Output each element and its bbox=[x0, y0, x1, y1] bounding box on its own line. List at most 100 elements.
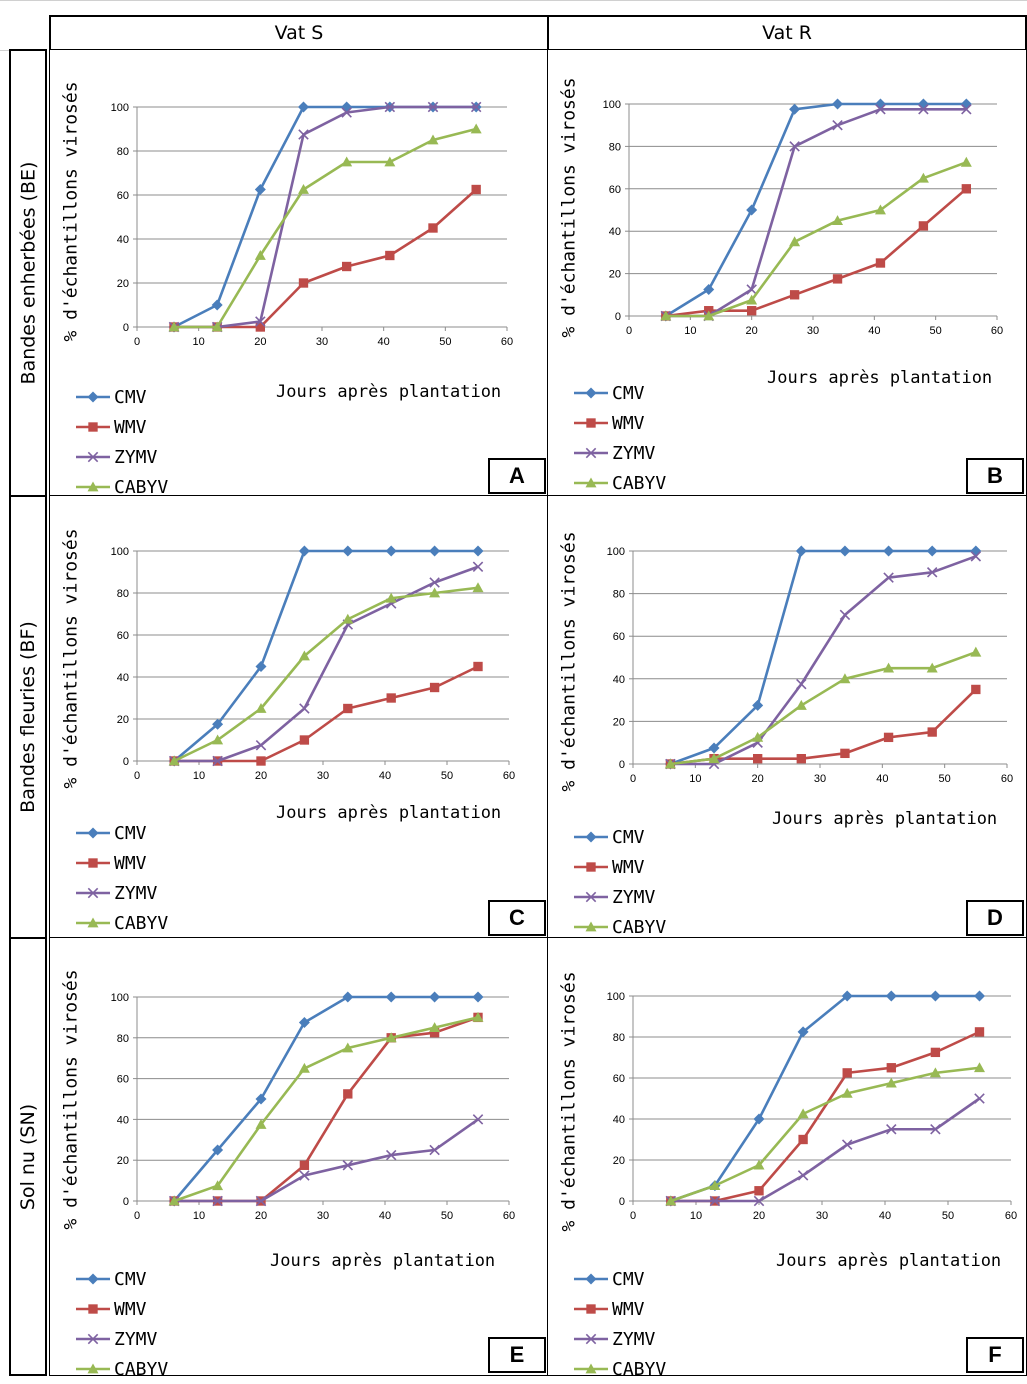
cmv-point bbox=[212, 718, 224, 730]
x-axis-label: Jours après plantation bbox=[270, 1251, 496, 1271]
y-tick-label: 80 bbox=[609, 141, 621, 153]
legend-label: CABYV bbox=[612, 1358, 667, 1380]
y-tick-label: 0 bbox=[619, 759, 625, 771]
zymv-point bbox=[470, 101, 482, 113]
zymv-point bbox=[926, 567, 938, 578]
cmv-point bbox=[298, 545, 310, 557]
column-header-label: Vat R bbox=[762, 22, 812, 44]
wmv-point bbox=[930, 1047, 941, 1058]
wmv-point bbox=[429, 1028, 440, 1038]
zymv-point bbox=[585, 891, 597, 903]
y-tick-label: 20 bbox=[117, 278, 129, 290]
zymv-point bbox=[789, 141, 800, 152]
cabyv-point bbox=[429, 1022, 441, 1032]
y-axis-label: % d'échantillons virosés bbox=[552, 526, 586, 796]
x-tick-label: 40 bbox=[879, 1210, 891, 1222]
cabyv-point bbox=[168, 755, 180, 766]
cabyv-point bbox=[926, 662, 938, 673]
cmv-point bbox=[254, 184, 266, 195]
y-axis-label-text: % d'échantillons virosés bbox=[60, 527, 82, 789]
zymv-point bbox=[753, 1195, 765, 1207]
legend-label: WMV bbox=[612, 412, 645, 434]
legend-item-cmv: CMV bbox=[572, 378, 666, 408]
cabyv-point bbox=[472, 582, 484, 593]
wmv-point bbox=[918, 221, 929, 231]
wmv-point bbox=[961, 184, 972, 194]
zymv-point bbox=[429, 577, 440, 588]
x-axis-label: Jours après plantation bbox=[276, 382, 502, 402]
cabyv-point bbox=[212, 734, 224, 745]
legend-swatch bbox=[76, 451, 110, 463]
chart-panel-a: 0 20 40 60 80 100 0 10 20 30 40 50 60 % d'échantillon… bbox=[49, 49, 549, 498]
y-tick-label: 40 bbox=[117, 1114, 129, 1126]
series-line bbox=[665, 161, 967, 318]
cabyv-point bbox=[708, 753, 720, 764]
legend-swatch bbox=[76, 422, 110, 432]
cabyv-point bbox=[211, 321, 223, 332]
cabyv-point bbox=[660, 310, 672, 321]
zymv-point bbox=[384, 101, 396, 113]
wmv-point bbox=[298, 278, 309, 288]
y-axis-label-text: % d'échantillons virosés bbox=[558, 971, 580, 1232]
wmv-point bbox=[586, 418, 596, 428]
y-axis-label-text: % d'échantillons virosés bbox=[60, 80, 82, 342]
panel-letter: D bbox=[966, 900, 1024, 936]
legend-item-cabyv: CABYV bbox=[74, 1354, 168, 1384]
cabyv-point bbox=[298, 1062, 310, 1073]
x-tick-label: 30 bbox=[316, 336, 328, 348]
cmv-point bbox=[832, 98, 844, 110]
legend-item-wmv: WMV bbox=[572, 1294, 666, 1324]
cmv-point bbox=[752, 699, 764, 711]
y-tick-label: 40 bbox=[613, 674, 625, 686]
series-line bbox=[670, 1066, 980, 1203]
x-tick-label: 20 bbox=[752, 773, 764, 785]
series-line bbox=[665, 107, 967, 318]
y-axis-label: % d'échantillons virosés bbox=[54, 969, 88, 1229]
cabyv-point bbox=[429, 587, 441, 598]
cmv-point bbox=[298, 101, 309, 113]
cabyv-point bbox=[298, 184, 309, 194]
y-tick-label: 0 bbox=[123, 756, 129, 768]
legend-swatch bbox=[574, 1304, 608, 1314]
series-cabyv bbox=[168, 582, 484, 766]
zymv-point bbox=[87, 451, 99, 463]
x-tick-label: 40 bbox=[868, 325, 880, 337]
series-line bbox=[174, 665, 479, 763]
legend-label: ZYMV bbox=[612, 886, 656, 908]
cmv-point bbox=[753, 1113, 765, 1125]
y-tick-label: 40 bbox=[117, 672, 129, 684]
line-chart: 0 20 40 60 80 100 0 10 20 30 40 50 60 bbox=[111, 101, 513, 348]
cmv-point bbox=[472, 545, 484, 557]
y-tick-label: 40 bbox=[609, 226, 621, 238]
cabyv-point bbox=[342, 1042, 354, 1053]
cmv-point bbox=[87, 1273, 99, 1285]
series-cmv bbox=[168, 545, 484, 767]
row-label-sn: Sol nu (SN) bbox=[9, 937, 47, 1376]
zymv-point bbox=[797, 1170, 809, 1181]
legend-item-zymv: ZYMV bbox=[74, 878, 168, 908]
x-tick-label: 30 bbox=[317, 1210, 329, 1222]
zymv-point bbox=[796, 678, 807, 690]
legend-label: ZYMV bbox=[114, 446, 158, 468]
cabyv-point bbox=[839, 673, 851, 684]
line-chart: 0 20 40 60 80 100 0 10 20 30 40 50 60 bbox=[607, 545, 1013, 785]
panel-letter: A bbox=[488, 458, 546, 494]
cmv-point bbox=[385, 991, 397, 1003]
cabyv-point bbox=[709, 1180, 721, 1191]
legend-label: CABYV bbox=[114, 1358, 169, 1380]
series-line bbox=[174, 127, 477, 329]
wmv-point bbox=[842, 1068, 852, 1078]
legend-swatch bbox=[574, 1333, 608, 1345]
series-zymv bbox=[665, 1093, 985, 1207]
x-tick-label: 0 bbox=[134, 336, 140, 348]
y-tick-label: 100 bbox=[111, 546, 129, 558]
cmv-point bbox=[585, 1273, 597, 1285]
cabyv-point bbox=[585, 1363, 597, 1374]
chart-panel-c: 0 20 40 60 80 100 0 10 20 30 40 50 60 % d'échantillon… bbox=[49, 495, 549, 939]
sheet-gridline bbox=[0, 50, 9, 51]
cmv-point bbox=[839, 545, 851, 557]
zymv-point bbox=[970, 551, 982, 562]
series-line bbox=[670, 994, 980, 1203]
legend-item-wmv: WMV bbox=[74, 412, 168, 442]
zymv-point bbox=[974, 1093, 985, 1104]
